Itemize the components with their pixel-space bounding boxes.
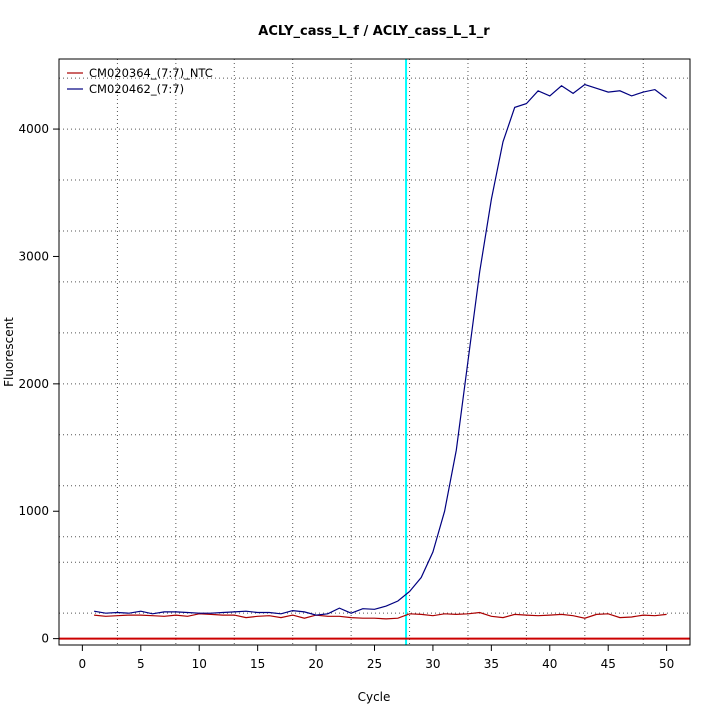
y-tick-label: 2000 [18,377,49,391]
plot-frame [58,58,691,646]
grid [59,59,690,645]
legend-label-1: CM020364_(7:7)_NTC [89,66,213,80]
series-line-2 [93,83,667,616]
legend-label-2: CM020462_(7:7) [89,82,184,96]
x-tick-label: 20 [308,657,323,671]
x-tick-label: 5 [137,657,145,671]
y-axis: 0 1000 2000 3000 4000 [18,122,59,646]
y-tick-label: 0 [41,632,49,646]
x-tick-label: 0 [79,657,87,671]
chart-title: ACLY_cass_L_f / ACLY_cass_L_1_r [258,24,490,39]
x-axis-label: Cycle [358,690,391,704]
series-line-1 [94,611,667,620]
x-tick-label: 10 [192,657,207,671]
x-tick-label: 35 [484,657,499,671]
legend: CM020364_(7:7)_NTC CM020462_(7:7) [67,66,213,96]
x-tick-label: 15 [250,657,265,671]
y-tick-label: 3000 [18,249,49,263]
x-tick-label: 40 [542,657,557,671]
x-axis: 0 5 10 15 20 25 30 35 40 45 50 [79,645,674,671]
x-tick-label: 50 [659,657,674,671]
y-axis-label: Fluorescent [2,317,16,387]
x-tick-label: 45 [601,657,616,671]
y-tick-label: 1000 [18,504,49,518]
plot-lines [59,59,690,645]
x-tick-label: 25 [367,657,382,671]
x-tick-label: 30 [425,657,440,671]
y-tick-label: 4000 [18,122,49,136]
